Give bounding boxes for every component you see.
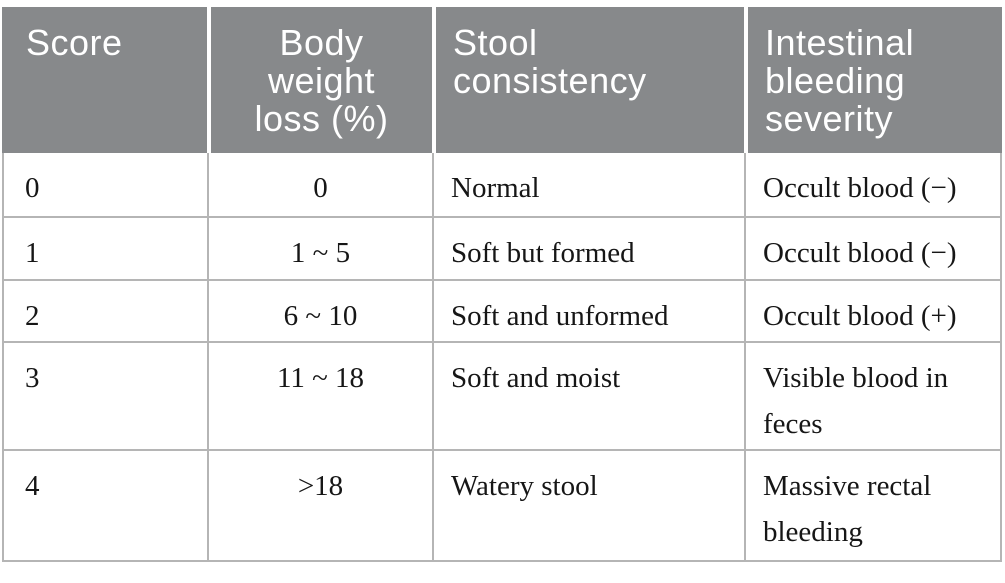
table-cell-stool-consistency: Soft and unformed bbox=[432, 279, 744, 341]
column-header-score: Score bbox=[2, 7, 207, 153]
column-header-intestinal-bleeding-severity: Intestinal bleeding severity bbox=[744, 7, 1002, 153]
table-row: 3 11 ~ 18 Soft and moist Visible blood i… bbox=[2, 341, 1002, 449]
table-cell-body-weight-loss: 0 bbox=[207, 153, 432, 216]
table-cell-intestinal-bleeding: Occult blood (+) bbox=[744, 279, 1002, 341]
table-row: 4 >18 Watery stool Massive rectal bleedi… bbox=[2, 449, 1002, 562]
column-header-body-weight-loss: Body weight loss (%) bbox=[207, 7, 432, 153]
table-cell-stool-consistency: Watery stool bbox=[432, 449, 744, 562]
table-row: 0 0 Normal Occult blood (−) bbox=[2, 153, 1002, 216]
table-cell-score: 1 bbox=[2, 216, 207, 279]
table-cell-intestinal-bleeding: Visible blood in feces bbox=[744, 341, 1002, 449]
table-cell-score: 4 bbox=[2, 449, 207, 562]
column-header-stool-consistency: Stool consistency bbox=[432, 7, 744, 153]
table-cell-stool-consistency: Normal bbox=[432, 153, 744, 216]
table-cell-intestinal-bleeding: Occult blood (−) bbox=[744, 216, 1002, 279]
table-cell-stool-consistency: Soft and moist bbox=[432, 341, 744, 449]
table-row: 1 1 ~ 5 Soft but formed Occult blood (−) bbox=[2, 216, 1002, 279]
table-cell-score: 0 bbox=[2, 153, 207, 216]
table-cell-body-weight-loss: 6 ~ 10 bbox=[207, 279, 432, 341]
table-cell-intestinal-bleeding: Massive rectal bleeding bbox=[744, 449, 1002, 562]
table-cell-stool-consistency: Soft but formed bbox=[432, 216, 744, 279]
table-header-row: Score Body weight loss (%) Stool consist… bbox=[2, 7, 1002, 153]
dai-score-table: Score Body weight loss (%) Stool consist… bbox=[2, 7, 1002, 562]
table-cell-body-weight-loss: 1 ~ 5 bbox=[207, 216, 432, 279]
table-cell-body-weight-loss: 11 ~ 18 bbox=[207, 341, 432, 449]
table-cell-score: 2 bbox=[2, 279, 207, 341]
table-cell-intestinal-bleeding: Occult blood (−) bbox=[744, 153, 1002, 216]
table-cell-body-weight-loss: >18 bbox=[207, 449, 432, 562]
table-cell-score: 3 bbox=[2, 341, 207, 449]
table-row: 2 6 ~ 10 Soft and unformed Occult blood … bbox=[2, 279, 1002, 341]
